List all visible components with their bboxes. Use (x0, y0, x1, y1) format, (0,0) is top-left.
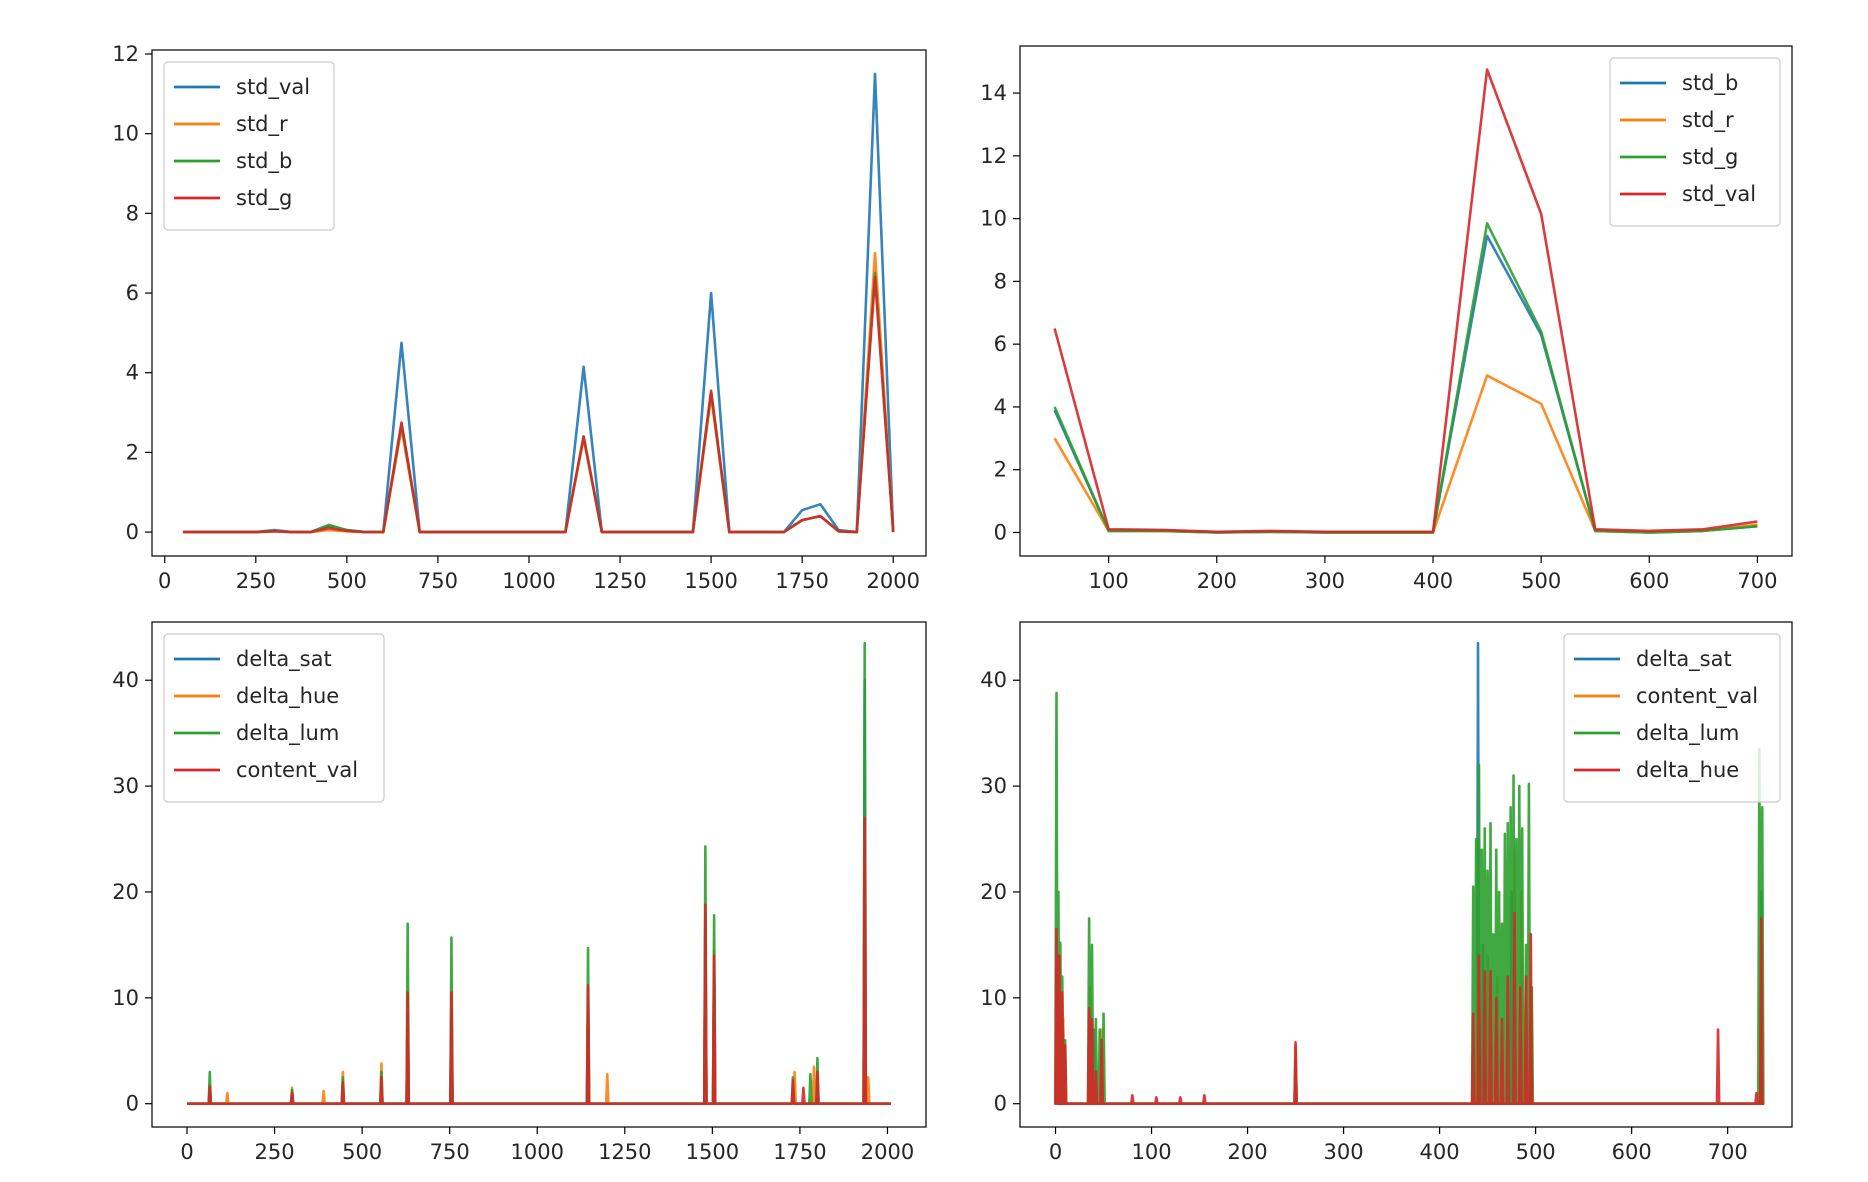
legend-label-content_val: content_val (1636, 684, 1758, 709)
axes-frame (1019, 45, 1793, 557)
legend: delta_sat content_val delta_lum delta_hue (1563, 633, 1781, 803)
legend-label-std_b: std_b (236, 149, 292, 174)
y-tick-label: 12 (112, 42, 139, 66)
plot-area (1054, 641, 1765, 1106)
x-tick-label: 1250 (598, 1140, 651, 1164)
x-tick-label: 250 (236, 569, 276, 593)
legend-label-std_r: std_r (1682, 108, 1734, 133)
x-tick-label: 300 (1305, 569, 1345, 593)
y-tick-label: 0 (126, 1092, 139, 1116)
x-tick-label: 600 (1612, 1140, 1652, 1164)
legend-label-std_g: std_g (1682, 145, 1738, 170)
legend-label-std_r: std_r (236, 112, 288, 137)
x-tick-label: 600 (1629, 569, 1669, 593)
legend-label-delta_hue: delta_hue (236, 684, 339, 709)
x-tick-label: 750 (418, 569, 458, 593)
subplot-bottom-left: 0 250 500 750 1000 1250 1500 1750 2000 0 10 20 30 40 d… (112, 621, 927, 1164)
x-tick-label: 500 (1516, 1140, 1556, 1164)
x-tick-label: 200 (1228, 1140, 1268, 1164)
axes-frame (1019, 621, 1793, 1128)
x-tick-label: 2000 (861, 1140, 914, 1164)
x-tick-label: 1000 (502, 569, 555, 593)
legend-box (1609, 57, 1781, 227)
x-tick-label: 750 (430, 1140, 470, 1164)
y-tick-label: 6 (994, 332, 1007, 356)
plot-area (1053, 68, 1758, 534)
x-tick-label: 1500 (684, 569, 737, 593)
legend-label-std_val: std_val (1682, 182, 1756, 207)
x-tick-label: 400 (1420, 1140, 1460, 1164)
x-tick-label: 100 (1132, 1140, 1172, 1164)
y-tick-label: 0 (126, 520, 139, 544)
legend-box (163, 61, 335, 231)
x-tick-label: 500 (327, 569, 367, 593)
legend-label-std_val: std_val (236, 75, 310, 100)
legend: std_b std_r std_g std_val (1609, 57, 1781, 227)
legend-label-delta_sat: delta_sat (1636, 647, 1732, 672)
y-tick-label: 2 (994, 458, 1007, 482)
x-tick-label: 700 (1708, 1140, 1748, 1164)
legend: std_val std_r std_b std_g (163, 61, 335, 231)
x-tick-label: 100 (1089, 569, 1129, 593)
y-tick-label: 10 (980, 986, 1007, 1010)
y-tick-label: 30 (980, 774, 1007, 798)
x-tick-label: 400 (1413, 569, 1453, 593)
x-tick-label: 0 (1049, 1140, 1062, 1164)
x-tick-label: 1750 (775, 569, 828, 593)
subplot-bottom-right: 0 100 200 300 400 500 600 700 0 10 20 30 40 delta_sat… (980, 621, 1793, 1164)
x-tick-label: 1000 (511, 1140, 564, 1164)
x-tick-label: 0 (158, 569, 171, 593)
y-tick-label: 8 (126, 201, 139, 225)
series-line-std_val (1053, 68, 1758, 534)
y-tick-label: 40 (980, 668, 1007, 692)
axes-frame (151, 49, 927, 557)
axes-frame (151, 621, 927, 1128)
y-tick-label: 0 (994, 1092, 1007, 1116)
x-tick-label: 200 (1197, 569, 1237, 593)
x-tick-label: 1500 (686, 1140, 739, 1164)
x-tick-label: 1750 (773, 1140, 826, 1164)
y-tick-label: 40 (112, 668, 139, 692)
legend-label-std_g: std_g (236, 186, 292, 211)
y-tick-label: 14 (980, 81, 1007, 105)
x-tick-label: 250 (255, 1140, 295, 1164)
y-tick-label: 10 (112, 986, 139, 1010)
legend-label-delta_sat: delta_sat (236, 647, 332, 672)
x-tick-label: 500 (342, 1140, 382, 1164)
y-tick-label: 20 (112, 880, 139, 904)
y-tick-label: 2 (126, 440, 139, 464)
legend-box (163, 633, 385, 803)
y-tick-label: 20 (980, 880, 1007, 904)
series-line-content_val (187, 816, 891, 1106)
x-tick-label: 1250 (593, 569, 646, 593)
series-line-std_g (182, 275, 895, 534)
plot-area (182, 72, 895, 534)
y-tick-label: 4 (994, 395, 1007, 419)
x-tick-label: 0 (180, 1140, 193, 1164)
legend-label-content_val: content_val (236, 758, 358, 783)
y-tick-label: 0 (994, 520, 1007, 544)
y-tick-label: 12 (980, 144, 1007, 168)
x-tick-label: 700 (1737, 569, 1777, 593)
y-tick-label: 6 (126, 281, 139, 305)
y-tick-label: 4 (126, 361, 139, 385)
y-tick-label: 30 (112, 774, 139, 798)
legend-label-std_b: std_b (1682, 71, 1738, 96)
legend-label-delta_lum: delta_lum (1636, 721, 1739, 746)
subplot-top-left: 0 250 500 750 1000 1250 1500 1750 2000 0 2 4 6 8 10 12 s… (112, 42, 927, 593)
series-line-delta_hue (1054, 911, 1765, 1106)
x-tick-label: 2000 (866, 569, 919, 593)
x-tick-label: 300 (1324, 1140, 1364, 1164)
x-tick-label: 500 (1521, 569, 1561, 593)
legend-label-delta_lum: delta_lum (236, 721, 339, 746)
y-tick-label: 10 (112, 122, 139, 146)
legend: delta_sat delta_hue delta_lum content_val (163, 633, 385, 803)
y-tick-label: 8 (994, 269, 1007, 293)
legend-label-delta_hue: delta_hue (1636, 758, 1739, 783)
y-tick-label: 10 (980, 207, 1007, 231)
plot-area (187, 641, 891, 1106)
legend-box (1563, 633, 1781, 803)
